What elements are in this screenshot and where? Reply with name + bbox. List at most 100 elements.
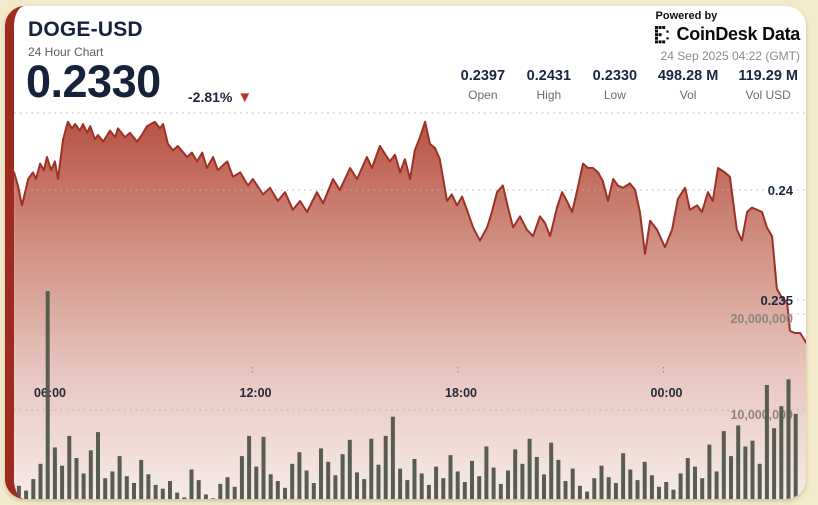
volume-bar	[520, 463, 525, 499]
volume-bar	[534, 457, 539, 499]
arrow-down-icon: ▼	[237, 89, 253, 106]
volume-bar	[182, 497, 187, 499]
coindesk-logo-text: CoinDesk Data	[676, 24, 801, 44]
volume-bar	[772, 428, 777, 499]
volume-bar	[340, 454, 345, 499]
volume-bar	[60, 465, 65, 499]
volume-bar	[225, 477, 230, 499]
volume-bar	[132, 483, 136, 499]
volume-bar	[268, 474, 273, 499]
volume-bar	[743, 446, 748, 499]
volume-bar	[383, 435, 388, 499]
price-change: -2.81% ▼	[188, 89, 252, 106]
volume-bar	[110, 471, 115, 499]
volume-bar	[498, 483, 503, 499]
stat-low: 0.2330 Low	[592, 68, 638, 102]
volume-bar	[153, 484, 158, 499]
volume-axis-label: 20,000,000	[730, 312, 793, 326]
volume-bar	[477, 476, 482, 499]
volume-bar	[621, 453, 626, 499]
volume-bar	[484, 446, 489, 499]
volume-bar	[38, 463, 43, 499]
volume-bar	[74, 458, 79, 499]
volume-bar	[290, 463, 295, 499]
stat-high: 0.2431 High	[526, 68, 572, 102]
stat-volume-usd: 119.29 M Vol USD	[738, 68, 798, 102]
volume-axis-label: 10,000,000	[730, 408, 793, 422]
volume-bar	[31, 479, 36, 499]
timestamp: 24 Sep 2025 04:22 (GMT)	[660, 49, 800, 63]
volume-bar	[405, 480, 410, 499]
volume-bar	[261, 436, 266, 499]
volume-bar	[628, 469, 633, 499]
pair-title: DOGE-USD	[28, 18, 143, 41]
volume-bar	[139, 459, 144, 499]
volume-bar	[736, 425, 741, 499]
volume-bar	[570, 468, 575, 499]
volume-bar	[714, 471, 719, 499]
volume-bar	[599, 465, 604, 499]
volume-bar	[635, 480, 640, 499]
volume-bar	[175, 492, 180, 499]
volume-bar	[326, 461, 331, 499]
volume-bar	[434, 466, 439, 499]
volume-bar	[297, 452, 302, 499]
volume-bar	[786, 379, 791, 499]
volume-bar	[203, 494, 208, 499]
volume-bar	[347, 439, 352, 499]
volume-bar	[462, 482, 467, 499]
volume-bar	[470, 460, 474, 499]
volume-bar	[355, 472, 359, 499]
volume-bar	[390, 416, 395, 499]
volume-bar	[506, 470, 510, 499]
volume-bar	[577, 485, 582, 499]
volume-bar	[96, 432, 100, 499]
volume-bar	[88, 450, 93, 499]
volume-bar	[247, 435, 252, 499]
volume-bar	[707, 444, 712, 499]
volume-bar	[542, 474, 546, 499]
price-axis-label: 0.24	[768, 183, 794, 198]
volume-bar	[649, 475, 654, 499]
volume-bar	[563, 481, 568, 499]
volume-bar	[678, 473, 683, 499]
volume-bar	[613, 483, 618, 499]
volume-bar	[793, 413, 798, 499]
coindesk-logo: CoinDesk Data	[654, 24, 801, 45]
volume-bar	[419, 473, 424, 499]
volume-bar	[426, 484, 431, 499]
volume-bar	[124, 476, 129, 499]
volume-bar	[211, 498, 216, 499]
volume-bar	[398, 468, 403, 499]
volume-bar	[319, 448, 323, 499]
stat-open: 0.2397 Open	[460, 68, 506, 102]
volume-bar	[491, 467, 496, 499]
volume-bar	[685, 458, 690, 499]
volume-bar	[693, 466, 697, 499]
volume-bar	[189, 469, 194, 499]
volume-bar	[455, 471, 460, 499]
volume-bar	[67, 435, 72, 499]
volume-bar	[585, 491, 590, 499]
volume-bar	[117, 456, 122, 499]
volume-bar	[527, 438, 532, 499]
chart-card: 0.24 0.235 20,000,000 10,000,000 06:00 12:00 1…	[5, 6, 806, 499]
volume-bar	[441, 478, 446, 499]
volume-bar	[275, 481, 280, 499]
volume-bar	[333, 475, 338, 499]
volume-bar	[376, 464, 381, 499]
volume-bar	[239, 456, 244, 499]
volume-bar	[81, 473, 86, 499]
volume-bar	[103, 478, 108, 499]
stats-row: 0.2397 Open 0.2431 High 0.2330 Low 498.2…	[460, 68, 798, 102]
volume-bar	[513, 449, 518, 499]
volume-bar	[168, 481, 172, 499]
time-axis-label: 00:00	[651, 386, 683, 400]
volume-bar	[721, 431, 726, 499]
volume-bar	[592, 478, 597, 499]
powered-by-block: Powered by CoinDesk Data 24 Sep 2025 04:2…	[654, 10, 801, 63]
volume-bar	[16, 485, 21, 499]
coindesk-logo-icon	[654, 25, 669, 43]
price-volume-chart: 0.24 0.235 20,000,000 10,000,000 06:00 12:00 1…	[14, 112, 806, 499]
volume-bar	[757, 463, 762, 499]
